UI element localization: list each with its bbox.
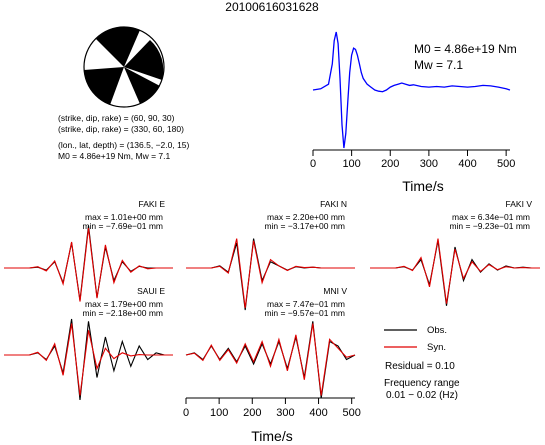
waveform-tick-label: 300 [276, 407, 294, 419]
waveform-ticks: 0 100 200 300 400 500 [183, 398, 361, 419]
synthetic-trace [4, 323, 173, 396]
min-amplitude-label: min = −3.17e+00 mm [264, 221, 345, 231]
beachball-compressional-quadrant-1 [96, 26, 140, 67]
stf-moment-label: M0 = 4.86e+19 Nm [414, 42, 517, 56]
station-label: FAKI V [506, 199, 533, 209]
min-amplitude-label: min = −9.23e−01 mm [449, 221, 530, 231]
waveform-tick-label: 200 [243, 407, 261, 419]
station-label: FAKI E [139, 199, 166, 209]
synthetic-trace [185, 323, 356, 396]
synthetic-trace [4, 228, 173, 302]
min-amplitude-label: min = −9.57e−01 mm [264, 308, 345, 318]
legend: Obs. Syn. Residual = 0.10 Frequency rang… [384, 325, 460, 401]
min-amplitude-label: min = −2.18e+00 mm [82, 308, 163, 318]
stf-tick-label: 400 [458, 158, 476, 170]
waveform-x-axis: 0 100 200 300 400 500 Time/s [183, 397, 361, 444]
waveform-x-axis-label: Time/s [251, 428, 292, 444]
synthetic-trace [370, 238, 540, 304]
max-amplitude-label: max = 1.01e+00 mm [85, 212, 163, 222]
stf-tick-label: 200 [381, 158, 399, 170]
source-time-function-panel: 0 100 200 300 400 500 M0 = 4.86e+19 Nm Mw = 7… [310, 31, 517, 194]
stf-tick-label: 500 [497, 158, 515, 170]
waveform-tick-label: 100 [210, 407, 228, 419]
waveform-tick-label: 0 [183, 407, 189, 419]
figure-title: 20100616031628 [225, 0, 319, 14]
max-amplitude-label: max = 7.47e−01 mm [267, 299, 345, 309]
stf-x-axis-label: Time/s [402, 178, 443, 194]
stf-line [312, 31, 511, 149]
stf-tick-label: 0 [310, 158, 316, 170]
max-amplitude-label: max = 2.20e+00 mm [267, 212, 345, 222]
station-label: SAUI E [137, 286, 165, 296]
stf-tick-label: 100 [342, 158, 360, 170]
max-amplitude-label: max = 1.79e+00 mm [85, 299, 163, 309]
frequency-range-value: 0.01 − 0.02 (Hz) [386, 390, 458, 401]
station-label: MNI V [323, 286, 347, 296]
stf-mw-label: Mw = 7.1 [414, 58, 463, 72]
residual-label: Residual = 0.10 [385, 361, 455, 372]
beachball-compressional-quadrant-2 [84, 67, 124, 105]
stf-ticks: 0 100 200 300 400 500 [310, 150, 515, 170]
mechanism-plane-2: (strike, dip, rake) = (330, 60, 180) [58, 124, 184, 134]
legend-syn-label: Syn. [427, 342, 446, 353]
stf-tick-label: 300 [420, 158, 438, 170]
min-amplitude-label: min = −7.69e−01 mm [82, 221, 163, 231]
mechanism-plane-1: (strike, dip, rake) = (60, 90, 30) [58, 113, 175, 123]
observed-trace [185, 321, 356, 399]
synthetic-trace [186, 238, 355, 308]
beachball-compressional-quadrant-4 [124, 67, 160, 104]
beachball-compressional-quadrant-3 [124, 40, 164, 80]
frequency-range-title: Frequency range [384, 378, 460, 389]
waveform-tick-label: 400 [309, 407, 327, 419]
station-label: FAKI N [320, 199, 347, 209]
mechanism-location: (lon., lat, depth) = (136.5, −2.0, 15) [58, 140, 190, 150]
max-amplitude-label: max = 6.34e−01 mm [452, 212, 530, 222]
mechanism-moment: M0 = 4.86e+19 Nm, Mw = 7.1 [58, 151, 170, 161]
legend-obs-label: Obs. [427, 325, 447, 336]
waveform-tick-label: 500 [343, 407, 361, 419]
beachball [83, 26, 165, 108]
